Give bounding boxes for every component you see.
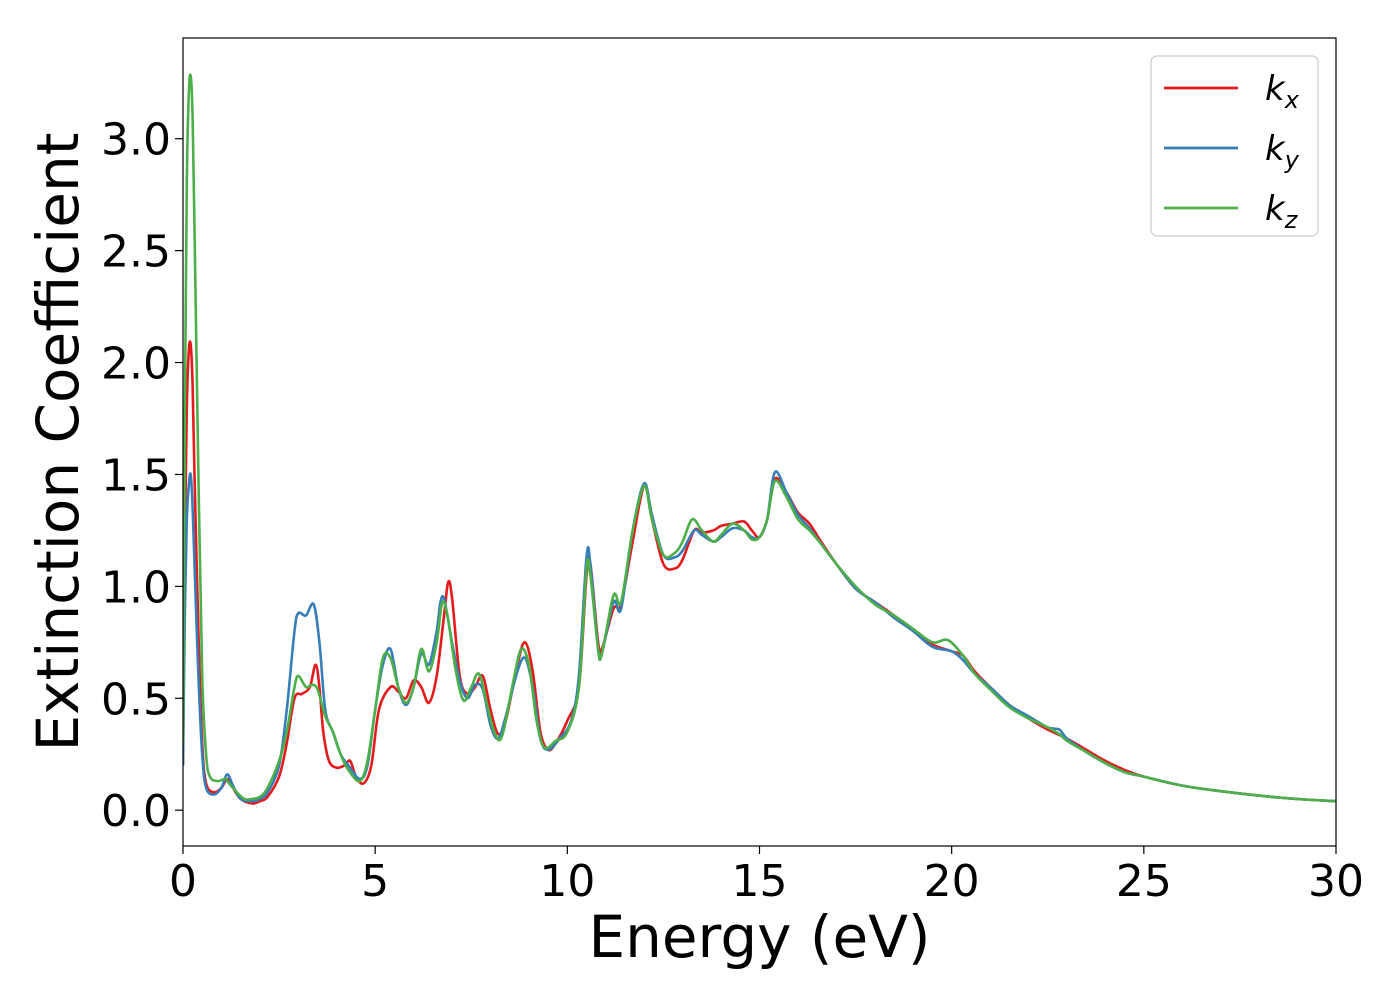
legend-label-kz: kz — [1265, 189, 1299, 234]
x-axis-title: Energy (eV) — [588, 903, 930, 971]
y-tick-label: 1.5 — [101, 450, 171, 501]
x-tick-label: 10 — [539, 856, 595, 907]
y-tick-label: 2.0 — [101, 339, 171, 390]
legend-label-ky: ky — [1265, 129, 1300, 174]
series-line-kz — [183, 73, 1336, 803]
x-tick-label: 30 — [1308, 856, 1364, 907]
series-line-kx — [183, 340, 1336, 805]
y-tick-label: 0.0 — [101, 786, 171, 837]
x-tick-label: 5 — [361, 856, 389, 907]
x-tick-label: 0 — [169, 856, 197, 907]
series-line-ky — [183, 470, 1336, 803]
x-tick-label: 15 — [732, 856, 788, 907]
y-tick-label: 1.0 — [101, 562, 171, 613]
y-tick-label: 2.5 — [101, 227, 171, 278]
y-tick-label: 0.5 — [101, 674, 171, 725]
y-tick-label: 3.0 — [101, 115, 171, 166]
y-axis: 0.0 0.5 1.0 1.5 2.0 2.5 3.0 — [101, 115, 183, 837]
legend-box — [1150, 55, 1319, 237]
legend: kx ky kz — [1150, 55, 1319, 237]
legend-label-kx: kx — [1265, 69, 1300, 114]
x-axis: 0 5 10 15 20 25 30 — [169, 846, 1364, 907]
series-layer — [183, 73, 1336, 805]
x-tick-label: 20 — [924, 856, 980, 907]
y-axis-title: Extinction Coefficient — [24, 133, 92, 752]
x-tick-label: 25 — [1116, 856, 1172, 907]
